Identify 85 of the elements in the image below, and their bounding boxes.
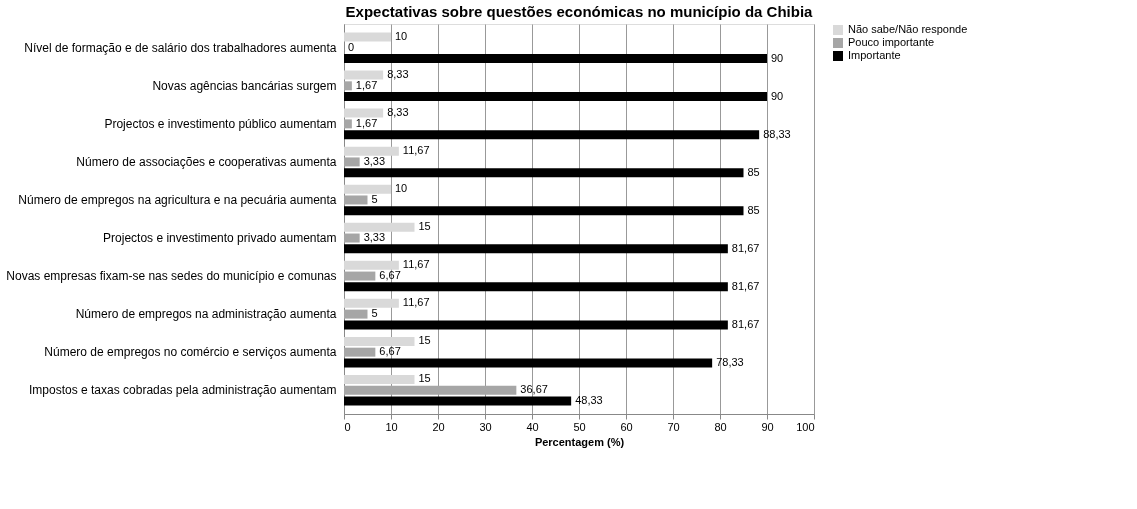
y-tick-label: Número de empregos no comércio e serviços aumenta	[44, 345, 337, 360]
bar	[344, 309, 368, 319]
bar	[344, 32, 391, 42]
data-label: 81,67	[731, 279, 760, 292]
bar	[344, 374, 415, 384]
x-tick-label: 0	[344, 420, 351, 433]
data-label: 90	[771, 89, 784, 102]
bar	[344, 108, 384, 118]
y-tick-label: Número de empregos na administração aumenta	[75, 307, 337, 322]
bar	[344, 168, 744, 178]
x-tick-label: 90	[761, 420, 774, 433]
data-label: 10	[395, 30, 408, 42]
bar	[344, 157, 360, 167]
data-label: 1,67	[355, 116, 378, 129]
data-label: 90	[771, 51, 784, 64]
bar	[344, 119, 352, 129]
data-label: 5	[371, 307, 378, 320]
bar	[344, 81, 352, 91]
bar	[344, 320, 728, 330]
bar	[344, 347, 376, 357]
data-label: 81,67	[731, 241, 760, 254]
data-label: 88,33	[763, 127, 791, 140]
bar	[344, 222, 415, 232]
bar	[344, 385, 517, 395]
data-label: 48,33	[575, 394, 603, 406]
x-tick-label: 100	[796, 420, 815, 433]
data-label: 8,33	[387, 68, 409, 81]
data-label: 78,33	[716, 355, 744, 368]
bar	[344, 358, 713, 368]
bar	[344, 195, 368, 205]
data-label: 81,67	[731, 317, 760, 330]
y-tick-label: Novas agências bancárias surgem	[152, 78, 337, 93]
data-label: 15	[418, 220, 431, 233]
bar	[344, 70, 384, 80]
data-label: 0	[348, 40, 355, 53]
bar	[344, 130, 760, 140]
data-label: 8,33	[387, 106, 409, 119]
bar	[344, 260, 399, 270]
bar	[344, 206, 744, 216]
x-tick-label: 60	[620, 420, 633, 433]
data-label: 11,67	[402, 258, 430, 271]
x-tick-label: 50	[573, 420, 586, 433]
data-label: 10	[395, 182, 408, 195]
data-label: 85	[747, 165, 760, 178]
legend-label: Importante	[848, 49, 901, 61]
bar	[344, 298, 399, 308]
data-label: 15	[418, 334, 431, 347]
data-label: 6,67	[379, 269, 401, 282]
bar	[344, 396, 572, 406]
y-tick-label: Projectos e investimento público aumentam	[104, 116, 337, 131]
y-tick-label: Impostos e taxas cobradas pela administração aumentam	[29, 383, 337, 398]
y-tick-label: Projectos e investimento privado aumentam	[103, 231, 337, 246]
data-label: 15	[418, 372, 431, 385]
y-tick-label: Nível de formação e de salário dos trabalhadores aumenta	[24, 40, 337, 55]
data-label: 1,67	[355, 78, 378, 91]
bar	[344, 92, 767, 102]
x-tick-label: 20	[432, 420, 445, 433]
data-label: 3,33	[363, 231, 386, 244]
bar	[344, 184, 391, 194]
x-tick-label: 40	[526, 420, 539, 433]
data-label: 11,67	[402, 296, 430, 309]
bar	[344, 282, 728, 292]
data-label: 85	[747, 203, 760, 216]
x-axis-title: Percentagem (%)	[534, 435, 625, 448]
data-label: 3,33	[363, 154, 386, 167]
bar	[344, 336, 415, 346]
chart-title: Expectativas sobre questões económicas no município da Chibia	[345, 3, 814, 20]
x-tick-label: 30	[479, 420, 492, 433]
data-label: 5	[371, 192, 378, 205]
legend-label: Pouco importante	[848, 36, 935, 48]
y-tick-label: Número de empregos na agricultura e na pecuária aumenta	[18, 192, 337, 207]
data-label: 36,67	[520, 383, 548, 396]
y-tick-label: Novas empresas fixam-se nas sedes do município e comunas	[6, 269, 337, 284]
bar	[344, 146, 399, 156]
x-tick-label: 70	[667, 420, 680, 433]
legend-label: Não sabe/Não responde	[848, 23, 968, 35]
bar	[344, 271, 376, 281]
x-tick-label: 10	[385, 420, 398, 433]
data-label: 11,67	[402, 144, 430, 157]
x-tick-label: 80	[714, 420, 727, 433]
bar	[344, 233, 360, 243]
data-label: 6,67	[379, 345, 401, 358]
y-tick-label: Número de associações e cooperativas aumenta	[76, 154, 337, 169]
bar	[344, 54, 767, 64]
bar	[344, 244, 728, 254]
